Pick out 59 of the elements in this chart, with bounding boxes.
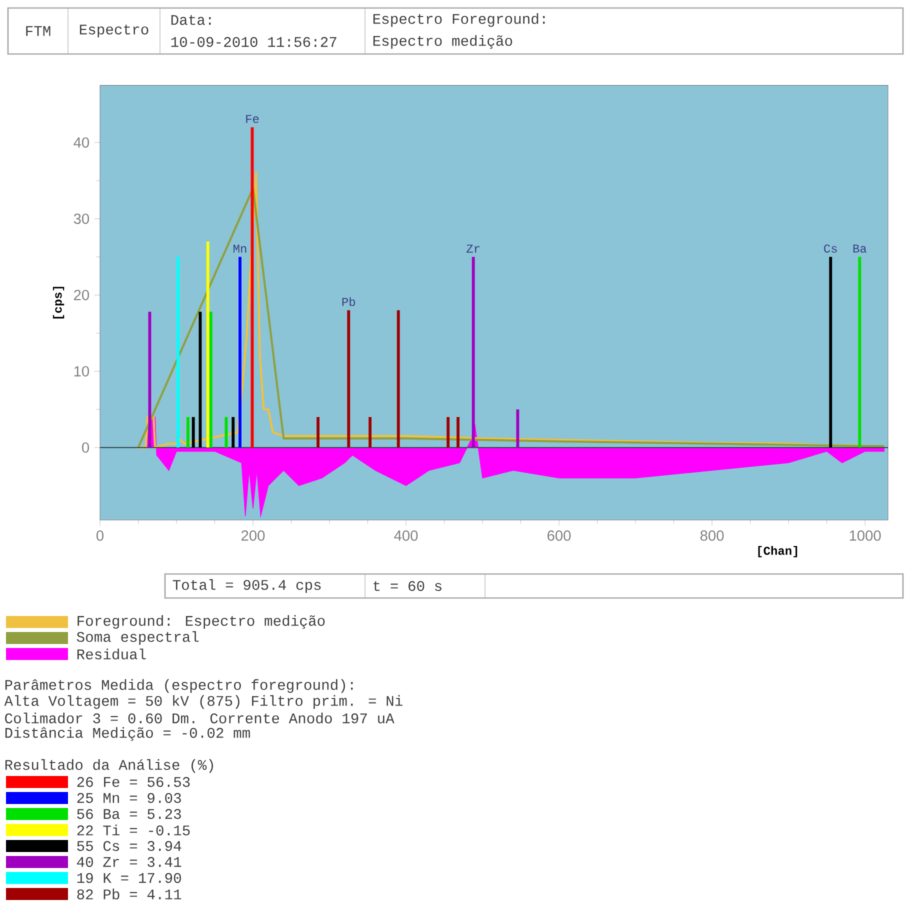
bar [456, 417, 460, 448]
x-tick-label: 400 [394, 530, 418, 541]
annotation: Fe [246, 114, 259, 124]
text: Data: [171, 15, 211, 25]
bar [368, 417, 372, 448]
text: t = 60 s [374, 581, 442, 591]
bar [858, 256, 862, 448]
text: Distância Medição = -0.02 mm [5, 727, 250, 741]
legend-label: 26 Fe = 56.53 [77, 777, 190, 787]
y-tick-label: 0 [82, 442, 90, 453]
annotation: Cs [824, 244, 837, 253]
bar [232, 417, 235, 448]
bar [316, 417, 320, 448]
text: FTM [26, 26, 50, 36]
legend-label: 82 Pb = 4.11 [77, 888, 182, 900]
text: Alta Voltagem = 50 kV (875) Filtro prim. = Ni [4, 695, 402, 709]
bar [186, 417, 190, 448]
text: Espectro medição [373, 35, 512, 49]
bar [446, 417, 450, 448]
bar [176, 256, 180, 448]
text: Espectro Foreground: [373, 13, 545, 27]
text: Colimador 3 = 0.60 Dm. Corrente Anodo 197 uA [5, 712, 394, 724]
legend-label: Soma espectral [76, 631, 199, 645]
bar [192, 417, 195, 448]
x-tick-label: 200 [242, 530, 265, 541]
legend-label: 55 Cs = 3.94 [77, 841, 182, 851]
annotation: Pb [342, 297, 356, 306]
annotation: Ba [853, 244, 866, 253]
text: Espectro [80, 24, 148, 38]
y-tick-label: 40 [74, 137, 90, 148]
y-axis-title: [cps] [52, 286, 64, 318]
x-axis-title: [Chan] [758, 546, 798, 558]
annotation: Zr [466, 244, 480, 253]
legend-label: Foreground: Espectro medição [78, 615, 325, 629]
y-tick-label: 30 [74, 214, 90, 224]
bar [829, 256, 832, 448]
bar [347, 310, 350, 448]
legend-label: Residual [77, 648, 146, 660]
legend-label: 40 Zr = 3.41 [77, 857, 182, 867]
x-tick-label: 1000 [850, 530, 881, 541]
text: Parâmetros Medida (espectro foreground): [5, 679, 353, 693]
bar [238, 256, 242, 448]
legend-label: 22 Ti = -0.15 [77, 824, 190, 836]
legend-label: 25 Mn = 9.03 [77, 793, 181, 803]
bar [206, 242, 210, 448]
bar [209, 312, 212, 448]
legend-label: 56 Ba = 5.23 [77, 809, 181, 819]
legend-label: 19 K = 17.90 [77, 873, 181, 883]
x-tick-label: 0 [96, 530, 104, 541]
text: 10-09-2010 11:56:27 [171, 37, 336, 47]
y-tick-label: 20 [74, 290, 90, 300]
y-tick-label: 10 [74, 366, 90, 376]
annotation: Mn [234, 244, 246, 253]
x-tick-label: 600 [548, 530, 571, 541]
bar [396, 310, 400, 448]
legend-title: Resultado da Análise (%) [5, 759, 213, 773]
x-tick-label: 800 [700, 530, 724, 541]
bar [472, 256, 475, 448]
text: Total = 905.4 cps [172, 579, 321, 593]
